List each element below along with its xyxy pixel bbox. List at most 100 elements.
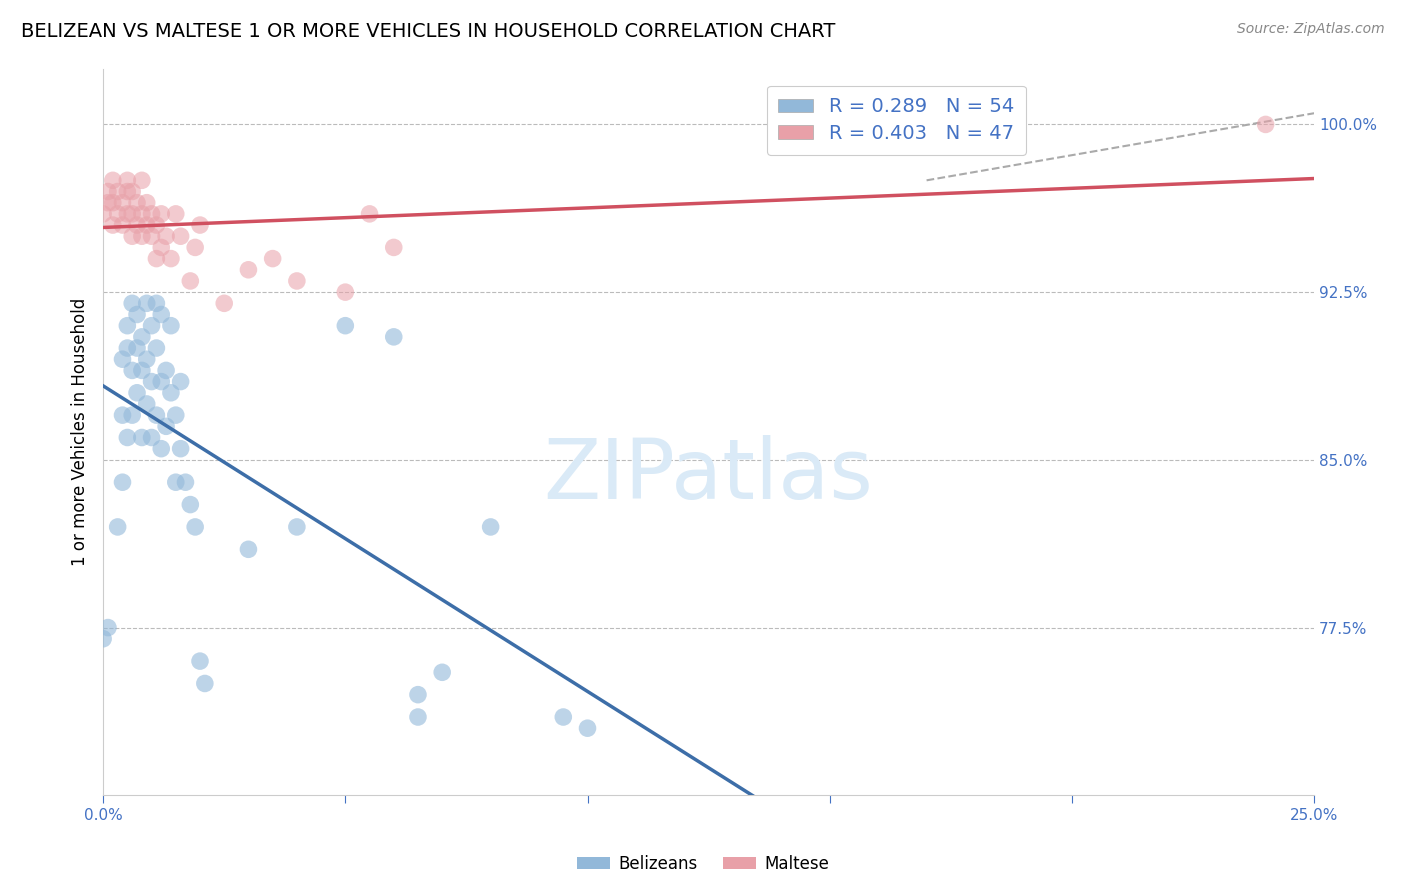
- Point: [160, 318, 183, 333]
- Point: [212, 296, 235, 310]
- Point: [479, 520, 502, 534]
- Point: [145, 341, 167, 355]
- Point: [1254, 117, 1277, 131]
- Point: [165, 408, 187, 422]
- Point: [131, 229, 153, 244]
- Point: [141, 318, 163, 333]
- Text: Source: ZipAtlas.com: Source: ZipAtlas.com: [1237, 22, 1385, 37]
- Point: [335, 285, 357, 300]
- Point: [111, 475, 134, 490]
- Point: [169, 375, 191, 389]
- Point: [285, 520, 308, 534]
- Point: [141, 207, 163, 221]
- Point: [131, 330, 153, 344]
- Point: [160, 385, 183, 400]
- Point: [155, 419, 177, 434]
- Point: [131, 173, 153, 187]
- Point: [101, 195, 124, 210]
- Point: [97, 195, 120, 210]
- Point: [121, 207, 143, 221]
- Text: ZIPatlas: ZIPatlas: [544, 435, 873, 516]
- Y-axis label: 1 or more Vehicles in Household: 1 or more Vehicles in Household: [72, 298, 89, 566]
- Point: [184, 240, 207, 254]
- Point: [155, 229, 177, 244]
- Point: [160, 252, 183, 266]
- Point: [169, 229, 191, 244]
- Point: [125, 385, 148, 400]
- Point: [285, 274, 308, 288]
- Point: [135, 397, 157, 411]
- Point: [150, 375, 173, 389]
- Point: [406, 688, 429, 702]
- Point: [111, 195, 134, 210]
- Point: [135, 352, 157, 367]
- Point: [155, 363, 177, 377]
- Point: [169, 442, 191, 456]
- Point: [432, 665, 454, 680]
- Point: [117, 207, 139, 221]
- Point: [117, 173, 139, 187]
- Point: [141, 430, 163, 444]
- Point: [179, 274, 201, 288]
- Point: [131, 207, 153, 221]
- Point: [262, 252, 284, 266]
- Point: [188, 218, 211, 232]
- Point: [121, 229, 143, 244]
- Point: [145, 408, 167, 422]
- Point: [179, 498, 201, 512]
- Point: [150, 442, 173, 456]
- Point: [135, 195, 157, 210]
- Point: [165, 207, 187, 221]
- Point: [111, 218, 134, 232]
- Point: [125, 308, 148, 322]
- Point: [135, 218, 157, 232]
- Point: [101, 173, 124, 187]
- Point: [107, 207, 129, 221]
- Point: [125, 195, 148, 210]
- Point: [97, 185, 120, 199]
- Point: [553, 710, 575, 724]
- Point: [141, 375, 163, 389]
- Point: [107, 185, 129, 199]
- Point: [117, 185, 139, 199]
- Point: [117, 430, 139, 444]
- Point: [121, 296, 143, 310]
- Point: [117, 318, 139, 333]
- Point: [121, 363, 143, 377]
- Point: [145, 218, 167, 232]
- Point: [238, 262, 260, 277]
- Point: [141, 229, 163, 244]
- Point: [382, 240, 405, 254]
- Point: [335, 318, 357, 333]
- Point: [131, 430, 153, 444]
- Point: [97, 621, 120, 635]
- Point: [145, 252, 167, 266]
- Point: [150, 240, 173, 254]
- Point: [101, 218, 124, 232]
- Point: [117, 341, 139, 355]
- Legend: R = 0.289   N = 54, R = 0.403   N = 47: R = 0.289 N = 54, R = 0.403 N = 47: [766, 86, 1026, 154]
- Point: [121, 408, 143, 422]
- Point: [576, 721, 599, 735]
- Point: [184, 520, 207, 534]
- Point: [121, 185, 143, 199]
- Point: [382, 330, 405, 344]
- Point: [125, 341, 148, 355]
- Legend: Belizeans, Maltese: Belizeans, Maltese: [569, 848, 837, 880]
- Point: [135, 296, 157, 310]
- Point: [145, 296, 167, 310]
- Point: [107, 520, 129, 534]
- Point: [91, 207, 114, 221]
- Point: [91, 632, 114, 646]
- Point: [111, 352, 134, 367]
- Text: BELIZEAN VS MALTESE 1 OR MORE VEHICLES IN HOUSEHOLD CORRELATION CHART: BELIZEAN VS MALTESE 1 OR MORE VEHICLES I…: [21, 22, 835, 41]
- Point: [188, 654, 211, 668]
- Point: [111, 408, 134, 422]
- Point: [131, 363, 153, 377]
- Point: [150, 207, 173, 221]
- Point: [150, 308, 173, 322]
- Point: [174, 475, 197, 490]
- Point: [406, 710, 429, 724]
- Point: [238, 542, 260, 557]
- Point: [165, 475, 187, 490]
